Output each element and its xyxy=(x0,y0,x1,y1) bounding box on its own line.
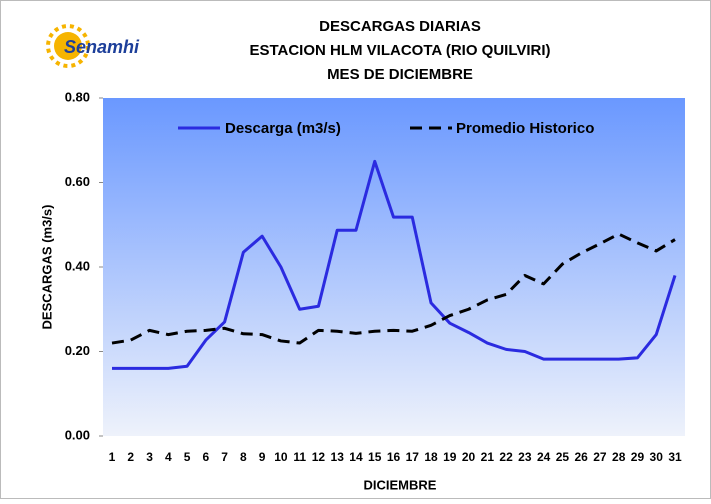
x-tick-label: 11 xyxy=(293,450,306,464)
y-axis-label: DESCARGAS (m3/s) xyxy=(39,205,54,330)
legend-label: Descarga (m3/s) xyxy=(225,120,341,137)
data-line xyxy=(112,159,677,370)
x-tick-label: 9 xyxy=(259,450,266,464)
y-tick-label: 0.80 xyxy=(65,89,90,104)
plot-area xyxy=(103,98,685,436)
x-tick-label: 16 xyxy=(387,450,401,464)
x-tick-label: 15 xyxy=(368,450,382,464)
y-tick-label: 0.00 xyxy=(65,427,90,442)
x-tick-label: 5 xyxy=(184,450,191,464)
x-tick-label: 7 xyxy=(221,450,228,464)
x-tick-label: 14 xyxy=(349,450,363,464)
y-tick-label: 0.20 xyxy=(65,343,90,358)
x-tick-label: 13 xyxy=(331,450,345,464)
y-tick-label: 0.60 xyxy=(65,174,90,189)
x-tick-label: 8 xyxy=(240,450,247,464)
x-tick-label: 30 xyxy=(650,450,664,464)
data-line xyxy=(111,232,676,345)
x-tick-label: 18 xyxy=(424,450,438,464)
x-tick-label: 4 xyxy=(165,450,172,464)
x-tick-label: 29 xyxy=(631,450,645,464)
x-axis-label: DICIEMBRE xyxy=(364,477,437,492)
chart-title: DESCARGAS DIARIAS xyxy=(319,18,481,35)
x-tick-label: 2 xyxy=(127,450,134,464)
x-tick-label: 10 xyxy=(274,450,288,464)
x-tick-label: 12 xyxy=(312,450,326,464)
x-tick-label: 28 xyxy=(612,450,626,464)
x-tick-label: 24 xyxy=(537,450,551,464)
x-tick-label: 3 xyxy=(146,450,153,464)
x-tick-label: 21 xyxy=(481,450,495,464)
x-tick-label: 27 xyxy=(593,450,607,464)
x-tick-label: 22 xyxy=(499,450,513,464)
x-tick-label: 20 xyxy=(462,450,476,464)
x-tick-label: 6 xyxy=(202,450,209,464)
logo-icon xyxy=(46,24,90,68)
x-tick-label: 26 xyxy=(574,450,588,464)
y-tick-label: 0.40 xyxy=(65,258,90,273)
x-tick-label: 23 xyxy=(518,450,532,464)
chart-title: ESTACION HLM VILACOTA (RIO QUILVIRI) xyxy=(249,42,550,59)
logo-text: Senamhi xyxy=(64,37,140,57)
x-tick-label: 31 xyxy=(668,450,682,464)
x-tick-label: 19 xyxy=(443,450,457,464)
legend-label: Promedio Historico xyxy=(456,120,594,137)
chart-title: MES DE DICIEMBRE xyxy=(327,66,473,83)
x-tick-label: 25 xyxy=(556,450,570,464)
x-tick-label: 17 xyxy=(406,450,420,464)
x-tick-label: 1 xyxy=(109,450,116,464)
